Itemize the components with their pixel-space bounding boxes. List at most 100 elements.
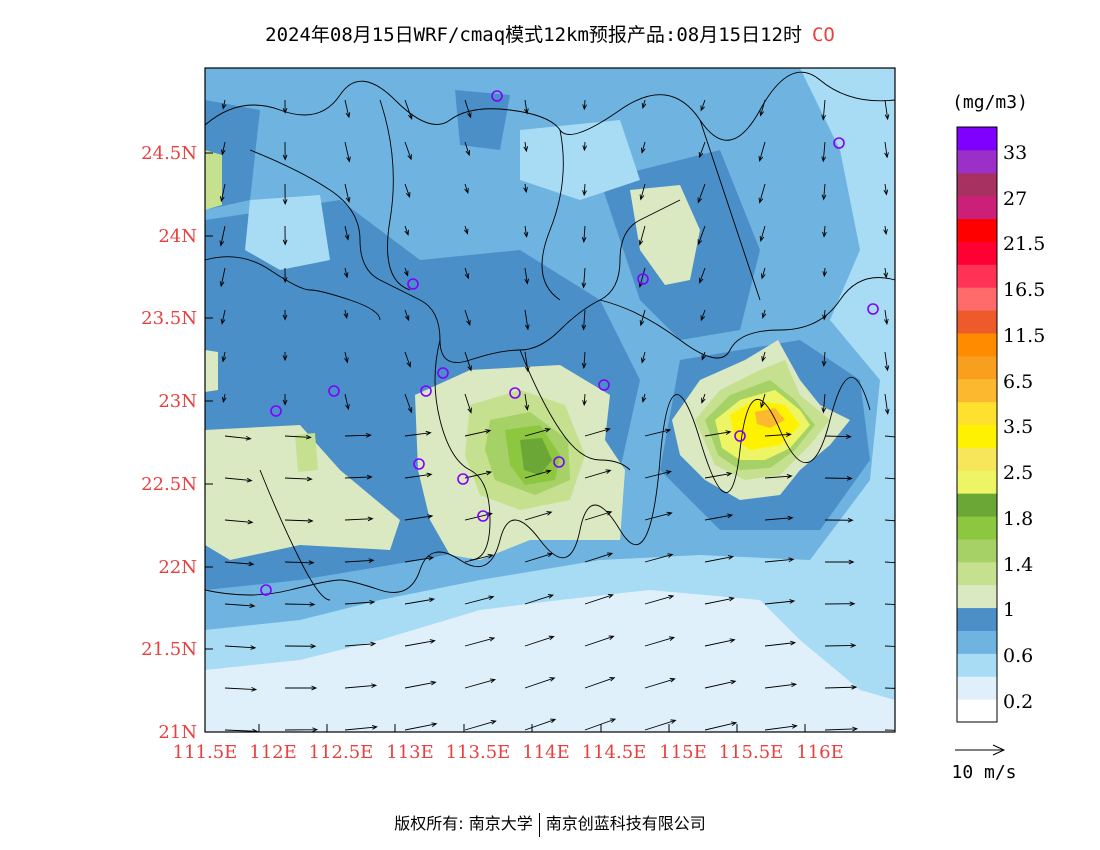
colorbar-swatch [957, 218, 997, 242]
colorbar-labels: 33 27 21.5 16.5 11.5 6.5 3.5 2.5 1.8 1.4… [1003, 142, 1045, 713]
wind-arrow [584, 593, 614, 605]
footer-divider [538, 812, 540, 837]
colorbar-swatch [957, 355, 997, 380]
wind-arrow [581, 267, 587, 289]
wind-arrow [404, 514, 434, 521]
colorbar-label: 6.5 [1003, 371, 1033, 393]
wind-arrow [824, 559, 855, 565]
wind-arrow [224, 645, 257, 650]
colorbar-swatch [957, 332, 997, 357]
wind-arrow [344, 141, 351, 163]
wind-arrow [344, 393, 350, 411]
wind-arrow [884, 351, 890, 372]
colorbar-swatch [957, 653, 997, 677]
colorbar-swatch [957, 310, 997, 334]
wind-arrow [698, 267, 706, 284]
lat-tick-label: 21N [158, 722, 197, 743]
org-nju: 南京大学 [468, 814, 533, 833]
wind-arrow [344, 641, 377, 647]
latitude-labels: 24.5N 24N 23.5N 23N 22.5N 22N 21.5N 21N [141, 143, 197, 743]
colorbar-unit: (mg/m3) [952, 92, 1028, 113]
wind-arrow [824, 434, 852, 439]
colorbar-swatch [957, 264, 997, 288]
wind-arrow [284, 560, 315, 566]
wind-arrow [524, 309, 530, 331]
wind-arrow [344, 683, 378, 689]
colorbar-label: 27 [1003, 188, 1027, 210]
wind-arrow [282, 393, 288, 406]
lat-tick-label: 21.5N [141, 639, 197, 660]
wind-arrow [524, 393, 530, 411]
wind-arrow [704, 721, 738, 731]
wind-arrow [884, 393, 890, 415]
wind-arrow [344, 351, 349, 364]
wind-arrow [759, 99, 766, 117]
wind-arrow [764, 724, 798, 731]
wind-arrow [224, 686, 258, 692]
colorbar-label: 1.4 [1003, 554, 1033, 576]
colorbar-swatch [957, 470, 997, 494]
lat-tick-label: 23N [158, 391, 197, 412]
wind-arrow [284, 434, 312, 440]
wind-arrow [344, 516, 374, 522]
wind-arrow [404, 351, 411, 368]
colorbar-swatch [957, 538, 997, 563]
wind-arrow [824, 726, 859, 732]
wind-arrow [701, 393, 706, 404]
wind-vectors [219, 99, 895, 732]
wind-arrow [884, 477, 895, 480]
colorbar-swatch [957, 424, 997, 448]
colorbar [957, 127, 997, 723]
wind-arrow [524, 99, 529, 115]
colorbar-swatch [957, 127, 997, 151]
wind-arrow [639, 309, 646, 327]
wind-arrow [697, 225, 706, 246]
wind-arrow [883, 309, 889, 325]
wind-arrow [644, 677, 676, 689]
wind-arrow [524, 552, 554, 563]
wind-arrow [764, 473, 793, 479]
wind-arrow [464, 267, 470, 280]
colorbar-swatch [957, 584, 997, 609]
wind-arrow [644, 719, 677, 731]
copyright-footer: 版权所有: 南京大学 南京创蓝科技有限公司 [0, 810, 1100, 837]
wind-arrow [464, 99, 472, 119]
wind-arrow [282, 99, 288, 114]
colorbar-swatch [957, 630, 997, 654]
colorbar-swatch [957, 378, 997, 403]
wind-arrow [884, 729, 895, 731]
wind-arrow [821, 183, 827, 201]
wind-arrow [464, 393, 472, 414]
colorbar-label: 2.5 [1003, 462, 1033, 484]
colorbar-swatch [957, 676, 997, 700]
wind-arrow [822, 267, 828, 278]
wind-arrow [761, 351, 766, 363]
wind-arrow [764, 515, 794, 521]
wind-arrow [821, 141, 827, 163]
colorbar-swatch [957, 699, 997, 723]
map-title: 2024年08月15日WRF/cmaq模式12km预报产品:08月15日12时 C… [0, 20, 1100, 47]
colorbar-label: 33 [1003, 142, 1027, 164]
wind-arrow [464, 309, 471, 326]
lon-tick-label: 112.5E [309, 742, 374, 763]
wind-arrow [821, 99, 826, 121]
lon-tick-label: 115E [659, 742, 707, 763]
wind-arrow [344, 432, 372, 438]
lon-tick-label: 112E [249, 742, 297, 763]
wind-arrow [824, 684, 858, 690]
wind-arrow [524, 351, 530, 373]
wind-arrow [404, 555, 435, 563]
wind-arrow [640, 351, 646, 364]
wind-arrow [584, 510, 613, 521]
wind-arrow [704, 679, 737, 689]
wind-arrow [463, 225, 469, 235]
wind-arrow [582, 99, 587, 111]
colorbar-swatch [957, 241, 997, 265]
wind-arrow [344, 474, 373, 480]
wind-arrow [464, 351, 472, 372]
wind-arrow [524, 267, 530, 285]
wind-arrow [883, 183, 889, 196]
wind-arrow [404, 183, 411, 199]
